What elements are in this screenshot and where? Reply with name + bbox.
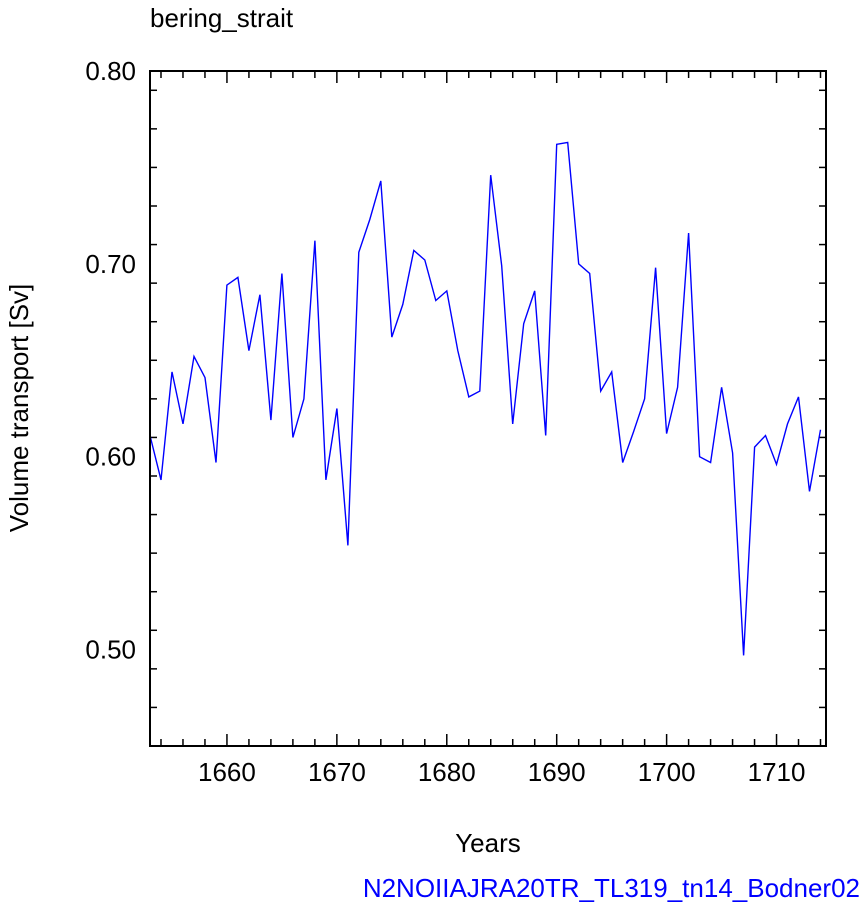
y-tick-label: 0.60 <box>85 442 136 472</box>
x-tick-label: 1670 <box>308 757 366 787</box>
x-axis: 1660 1670 1680 1690 1700 1710 <box>160 71 822 787</box>
plot-frame <box>149 70 827 747</box>
x-tick-label: 1680 <box>418 757 476 787</box>
chart-title: bering_strait <box>150 3 294 33</box>
chart-subtitle: N2NOIIAJRA20TR_TL319_tn14_Bodner02 <box>363 873 860 903</box>
y-axis-label: Volume transport [Sv] <box>4 284 34 533</box>
x-tick-label: 1700 <box>638 757 696 787</box>
y-tick-label: 0.80 <box>85 56 136 86</box>
x-tick-label: 1660 <box>198 757 256 787</box>
plot-area <box>149 141 822 656</box>
x-axis-label: Years <box>455 828 521 858</box>
series-line <box>149 141 822 656</box>
y-axis: 0.50 0.60 0.70 0.80 <box>85 56 826 747</box>
x-tick-label: 1690 <box>528 757 586 787</box>
y-tick-label: 0.50 <box>85 635 136 665</box>
x-tick-label: 1710 <box>748 757 806 787</box>
y-tick-label: 0.70 <box>85 249 136 279</box>
